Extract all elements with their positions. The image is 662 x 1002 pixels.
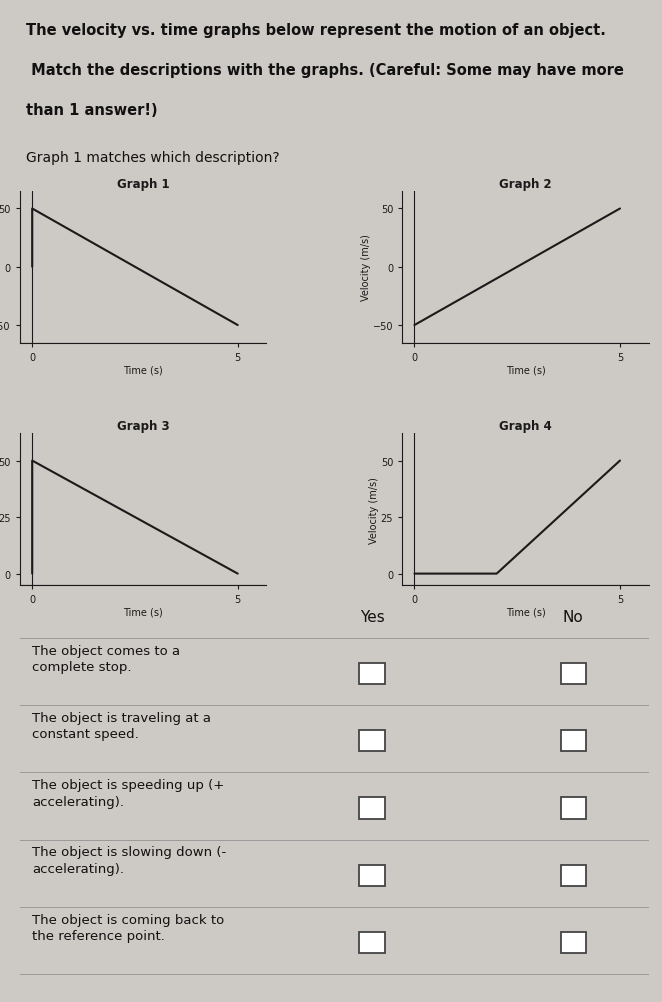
Text: The object comes to a
complete stop.: The object comes to a complete stop. xyxy=(32,644,181,673)
Bar xyxy=(561,798,586,819)
X-axis label: Time (s): Time (s) xyxy=(506,365,545,375)
Y-axis label: Velocity (m/s): Velocity (m/s) xyxy=(361,234,371,301)
Bar xyxy=(359,798,385,819)
Bar xyxy=(561,865,586,886)
Text: than 1 answer!): than 1 answer!) xyxy=(26,103,158,118)
Bar xyxy=(561,730,586,752)
Title: Graph 1: Graph 1 xyxy=(117,177,169,190)
X-axis label: Time (s): Time (s) xyxy=(123,607,163,617)
Text: The velocity vs. time graphs below represent the motion of an object.: The velocity vs. time graphs below repre… xyxy=(26,23,606,38)
Title: Graph 3: Graph 3 xyxy=(117,420,169,433)
Bar xyxy=(359,932,385,953)
Bar xyxy=(561,932,586,953)
Text: The object is slowing down (-
accelerating).: The object is slowing down (- accelerati… xyxy=(32,846,226,875)
Bar xyxy=(561,663,586,684)
X-axis label: Time (s): Time (s) xyxy=(123,365,163,375)
Text: The object is coming back to
the reference point.: The object is coming back to the referen… xyxy=(32,913,224,942)
Text: No: No xyxy=(563,609,584,624)
Title: Graph 2: Graph 2 xyxy=(499,177,551,190)
Text: Graph 1 matches which description?: Graph 1 matches which description? xyxy=(26,150,280,164)
Text: Yes: Yes xyxy=(359,609,385,624)
X-axis label: Time (s): Time (s) xyxy=(506,607,545,617)
Text: The object is speeding up (+
accelerating).: The object is speeding up (+ acceleratin… xyxy=(32,779,224,808)
Bar xyxy=(359,865,385,886)
Y-axis label: Velocity (m/s): Velocity (m/s) xyxy=(369,476,379,543)
Text: The object is traveling at a
constant speed.: The object is traveling at a constant sp… xyxy=(32,711,211,740)
Title: Graph 4: Graph 4 xyxy=(499,420,552,433)
Bar xyxy=(359,663,385,684)
Bar xyxy=(359,730,385,752)
Text: Match the descriptions with the graphs. (Careful: Some may have more: Match the descriptions with the graphs. … xyxy=(26,63,624,78)
